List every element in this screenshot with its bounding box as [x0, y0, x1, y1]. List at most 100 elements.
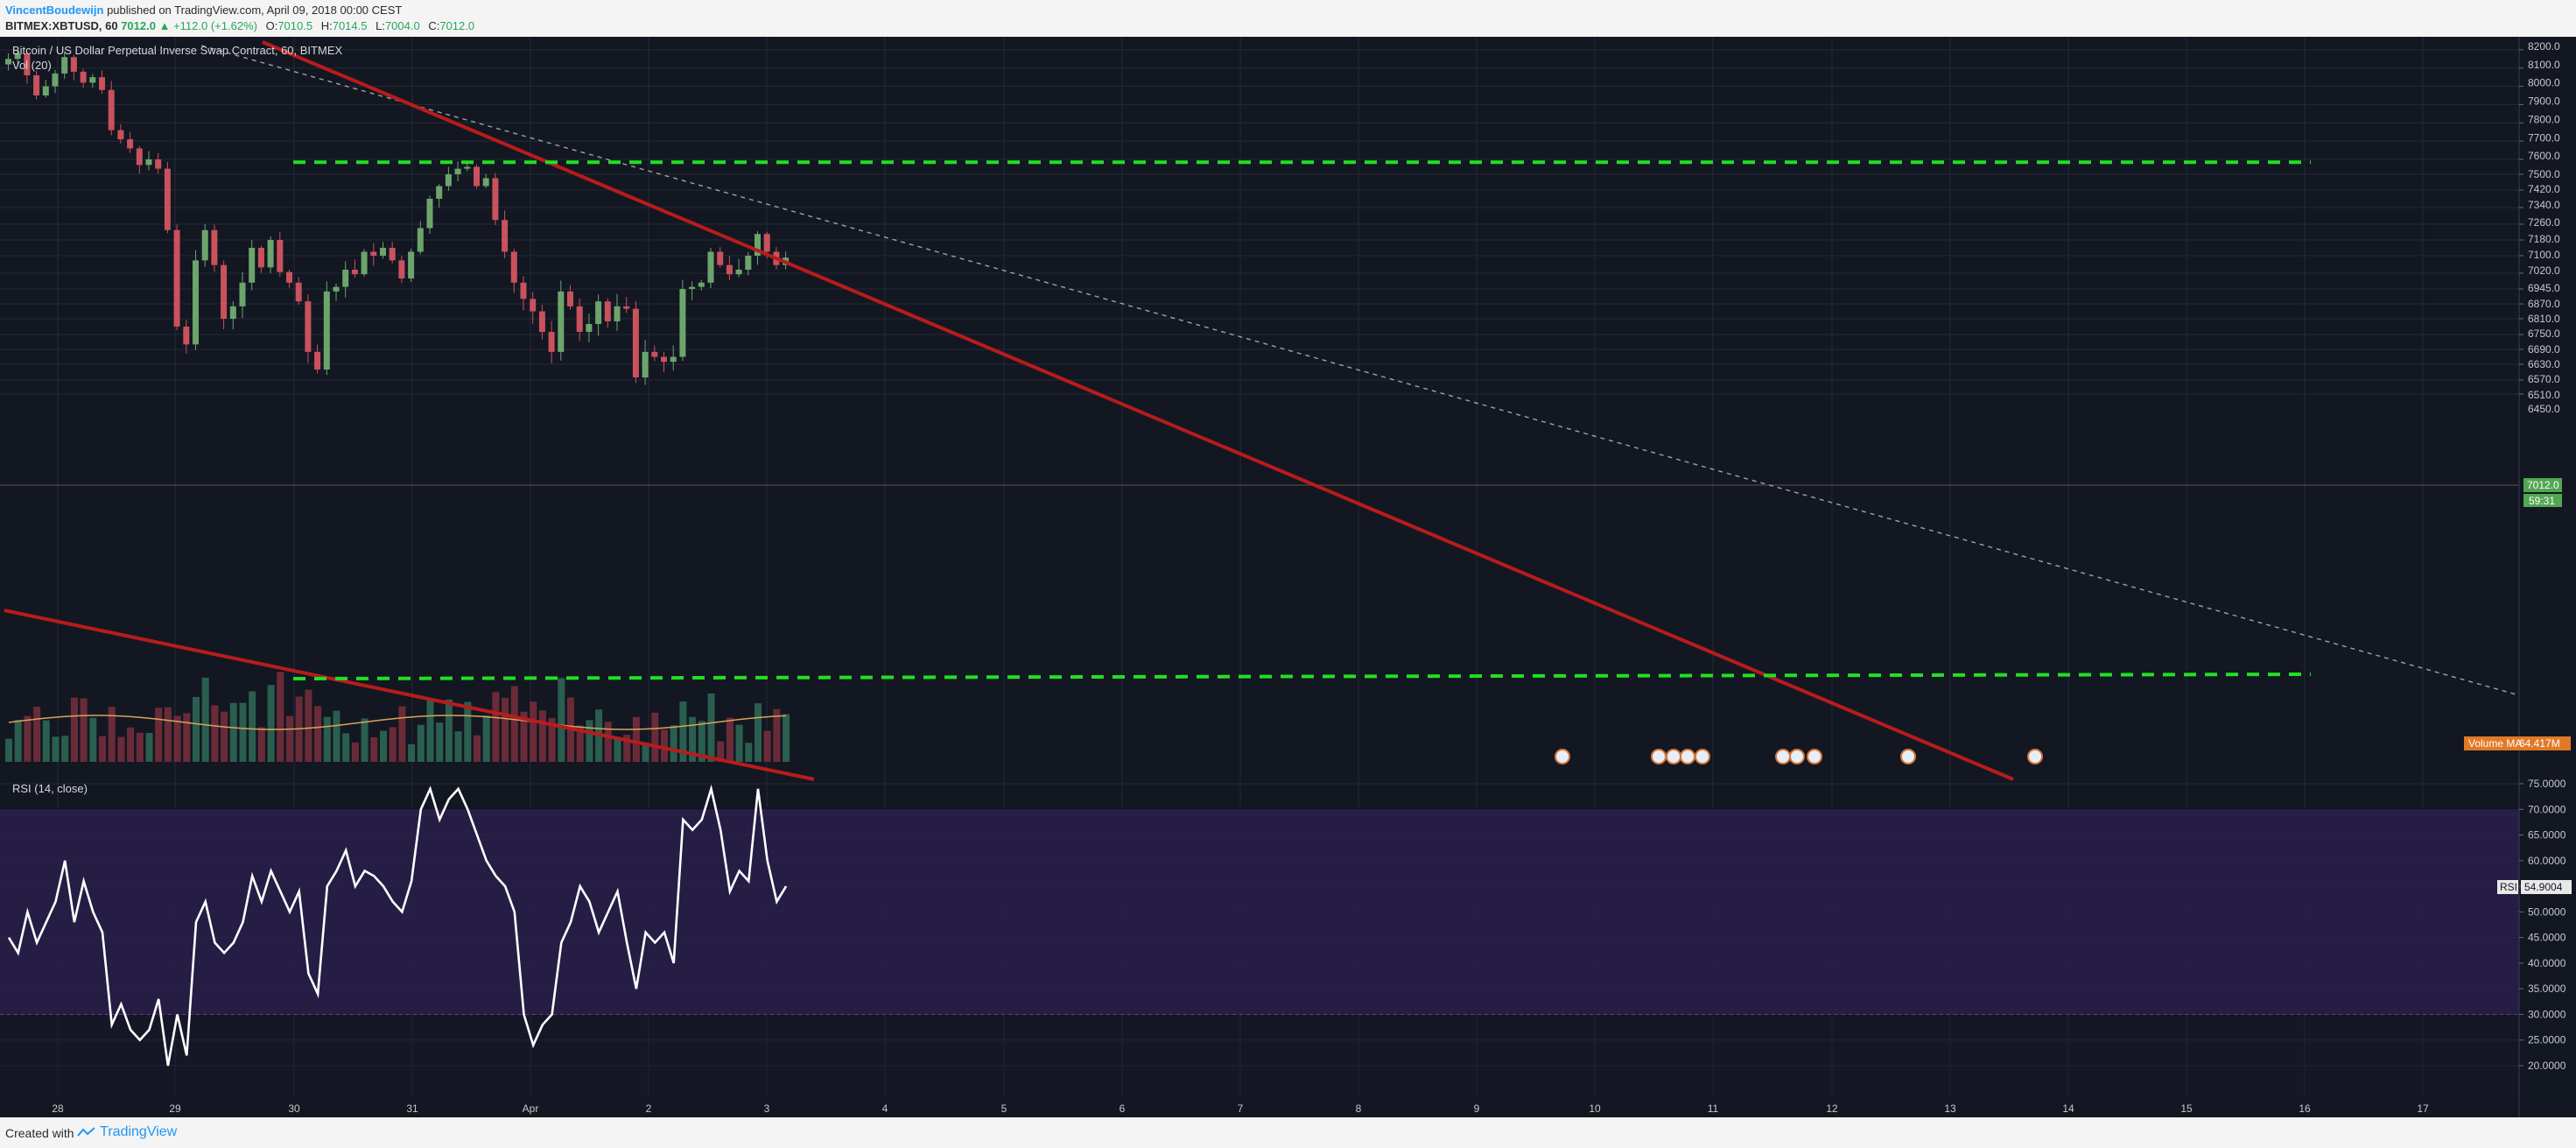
price-axis: 8200.0 8100.0 8000.0 7900.0 7800.0 7700.0 7600… [2519, 40, 2560, 415]
published-text: published on TradingView.com, April 09, … [107, 4, 403, 17]
price-tick-label: 8100.0 [2528, 59, 2560, 71]
price-tick-label: 7700.0 [2528, 131, 2560, 144]
time-axis-label: 14 [2062, 1102, 2074, 1115]
event-flag-icon[interactable] [1695, 749, 1710, 764]
time-axis-label: 8 [1356, 1102, 1362, 1115]
price-tick-label: 7100.0 [2528, 249, 2560, 261]
event-flag-icon[interactable] [1555, 749, 1570, 764]
volume-bar [783, 714, 790, 762]
event-flag-icon[interactable] [1666, 749, 1681, 764]
rsi-tick-label: 45.0000 [2528, 932, 2566, 944]
created-with-text: Created with [5, 1126, 74, 1140]
chart-area[interactable]: 28 29 30 31 Apr 2 3 4 5 6 7 8 9 10 11 12 13 14 15 16 17 8200… [0, 37, 2576, 1117]
event-flag-icon[interactable] [1651, 749, 1667, 764]
volume-bar [342, 733, 350, 762]
candle-body [436, 186, 443, 199]
price-tick-label: 8000.0 [2528, 77, 2560, 89]
lower-trendline [4, 609, 815, 781]
price-tick-label: 7020.0 [2528, 264, 2560, 277]
volume-bar [689, 716, 697, 762]
price-tick-label: 7420.0 [2528, 183, 2560, 195]
rsi-band [0, 809, 2519, 1015]
candle-body [755, 234, 761, 256]
rsi-tag-label: RSI [2500, 881, 2517, 893]
candle-body [604, 301, 611, 321]
volume-bar [454, 731, 462, 762]
volume-bar [173, 715, 181, 762]
volume-bar [530, 701, 537, 762]
candle-body [33, 75, 40, 95]
volume-bar [623, 734, 631, 762]
candle-body [651, 351, 658, 357]
price-tick-label: 7260.0 [2528, 216, 2560, 229]
time-axis-label: 31 [406, 1102, 418, 1115]
volume-bar [502, 697, 509, 762]
candle-body [211, 229, 218, 265]
candle-body [201, 229, 208, 261]
candle-body [689, 286, 696, 289]
volume-bar [548, 718, 556, 762]
rsi-legend: RSI (14, close) [12, 782, 88, 795]
volume-bar [136, 732, 144, 762]
tradingview-link[interactable]: TradingView [77, 1124, 177, 1140]
rsi-tick-label: 50.0000 [2528, 905, 2566, 918]
author-link[interactable]: VincentBoudewijn [5, 4, 104, 17]
candle-body [221, 264, 228, 319]
candle-body [623, 306, 630, 309]
volume-bar [510, 686, 518, 762]
candle-body [482, 178, 489, 187]
volume-bar [558, 678, 565, 762]
candle-body [614, 306, 621, 321]
price-tick-label: 7600.0 [2528, 150, 2560, 162]
event-flag-icon[interactable] [1680, 749, 1695, 764]
time-axis-label: 3 [764, 1102, 770, 1115]
footer-bar: Created with TradingView [0, 1117, 2576, 1148]
event-flag-icon[interactable] [1900, 749, 1916, 764]
time-axis-label: Apr [523, 1102, 539, 1115]
last-price-tag-label: 7012.0 [2527, 479, 2559, 491]
volume-bar [52, 736, 60, 762]
rsi-line [7, 784, 788, 1067]
candle-body [333, 286, 340, 292]
volume-bar [314, 706, 322, 762]
symbol-label[interactable]: BITMEX:XBTUSD, 60 [5, 19, 118, 32]
candle-body [735, 270, 742, 275]
candle-body [108, 89, 115, 130]
support-line-lower [292, 673, 2312, 680]
event-flag-icon[interactable] [1807, 749, 1822, 764]
candle-body [763, 234, 770, 252]
volume-ma-tag [2464, 736, 2571, 750]
volume-bar [351, 742, 359, 762]
volume-bar [257, 727, 265, 762]
candle-body [398, 260, 405, 278]
candle-body [558, 291, 565, 352]
volume-bar [164, 707, 172, 762]
open-value: 7010.5 [277, 19, 313, 32]
candle-body [295, 282, 302, 302]
volume-bar [211, 705, 219, 762]
candle-body [164, 168, 171, 230]
candle-body [567, 291, 573, 306]
time-axis-label: 9 [1474, 1102, 1480, 1115]
low-value: 7004.0 [384, 19, 420, 32]
candle-body [510, 251, 517, 283]
event-flag-icon[interactable] [1789, 749, 1805, 764]
close-value: 7012.0 [439, 19, 475, 32]
volume-bars [5, 672, 790, 762]
chart-header: VincentBoudewijn published on TradingVie… [0, 0, 2576, 37]
volume-bar [670, 725, 677, 762]
volume-bar [464, 701, 472, 762]
candle-body [99, 77, 105, 90]
event-markers[interactable] [1555, 749, 2043, 764]
volume-bar [707, 693, 715, 762]
volume-bar [229, 702, 237, 762]
event-flag-icon[interactable] [2027, 749, 2043, 764]
time-axis-label: 15 [2180, 1102, 2193, 1115]
volume-bar [70, 697, 78, 762]
event-flag-icon[interactable] [1775, 749, 1791, 764]
volume-bar [370, 736, 378, 762]
candle-body [670, 356, 677, 363]
candle-body [717, 251, 724, 265]
candle-body [342, 270, 349, 287]
candle-body [745, 256, 752, 270]
